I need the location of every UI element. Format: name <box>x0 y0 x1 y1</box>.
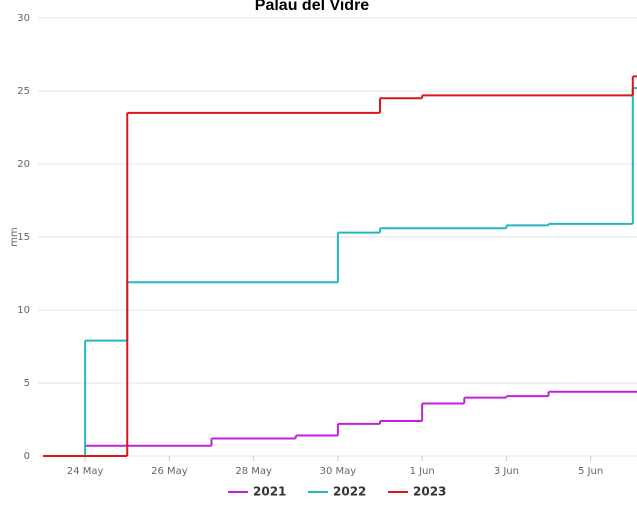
legend-label: 2023 <box>413 485 446 499</box>
x-tick-label: 3 Jun <box>494 466 519 477</box>
y-tick-label: 15 <box>17 232 30 243</box>
y-tick-label: 10 <box>17 305 30 316</box>
y-tick-label: 30 <box>17 13 30 24</box>
legend-label: 2021 <box>253 485 286 499</box>
y-tick-label: 5 <box>24 378 30 389</box>
legend-label: 2022 <box>333 485 366 499</box>
y-tick-label: 25 <box>17 86 30 97</box>
chart-title: Palau del Vidre <box>255 0 370 14</box>
x-tick-label: 26 May <box>151 466 188 477</box>
y-tick-label: 0 <box>24 451 30 462</box>
x-tick-label: 1 Jun <box>410 466 435 477</box>
x-tick-label: 5 Jun <box>578 466 603 477</box>
y-tick-label: 20 <box>17 159 30 170</box>
x-tick-label: 30 May <box>320 466 357 477</box>
x-tick-label: 28 May <box>235 466 272 477</box>
y-axis-label: mm <box>9 227 20 246</box>
x-tick-label: 24 May <box>67 466 104 477</box>
